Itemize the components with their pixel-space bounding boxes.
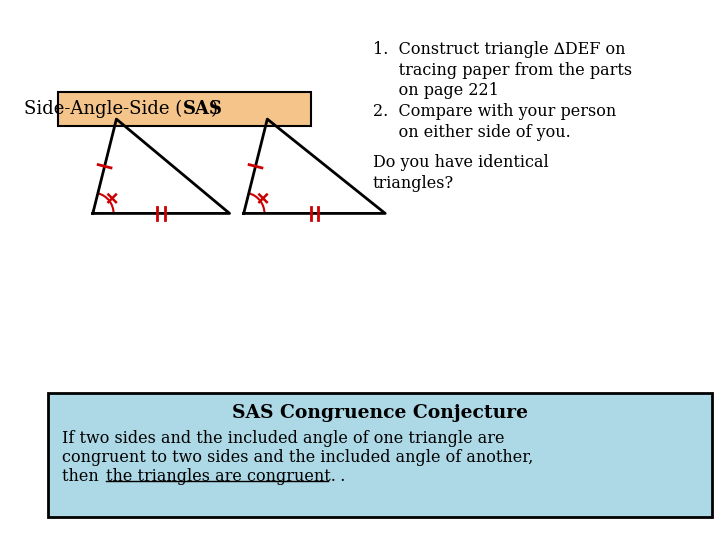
Text: Do you have identical: Do you have identical (373, 154, 549, 171)
Text: 2.  Compare with your person: 2. Compare with your person (373, 103, 616, 120)
Text: ): ) (211, 100, 217, 118)
Text: triangles?: triangles? (373, 175, 454, 192)
Text: tracing paper from the parts: tracing paper from the parts (373, 62, 632, 78)
Text: Side-Angle-Side (: Side-Angle-Side ( (24, 99, 182, 118)
Text: on either side of you.: on either side of you. (373, 124, 571, 141)
FancyBboxPatch shape (58, 92, 311, 126)
Text: then: then (62, 468, 114, 485)
Text: SAS Congruence Conjecture: SAS Congruence Conjecture (233, 404, 528, 422)
Text: the triangles are congruent.: the triangles are congruent. (106, 468, 336, 485)
FancyBboxPatch shape (48, 393, 713, 517)
Text: congruent to two sides and the included angle of another,: congruent to two sides and the included … (62, 449, 533, 466)
Text: 1.  Construct triangle ∆DEF on: 1. Construct triangle ∆DEF on (373, 41, 626, 58)
Text: If two sides and the included angle of one triangle are: If two sides and the included angle of o… (62, 430, 504, 447)
Text: .: . (330, 468, 345, 485)
Text: on page 221: on page 221 (373, 82, 499, 99)
Text: SAS: SAS (184, 100, 223, 118)
